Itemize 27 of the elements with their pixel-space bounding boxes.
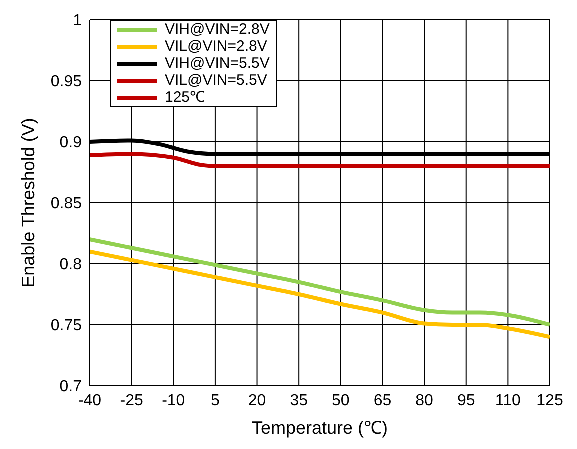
legend-label: VIH@VIN=2.8V	[165, 21, 270, 38]
x-tick-label: 5	[211, 392, 220, 410]
y-tick-label: 0.85	[50, 196, 82, 213]
x-tick-label: 35	[290, 392, 308, 410]
x-tick-label: 20	[248, 392, 266, 410]
legend-label: VIH@VIN=5.5V	[165, 55, 270, 72]
line-series	[90, 152, 550, 168]
x-tick-label: -10	[162, 392, 186, 410]
x-tick-label: -25	[120, 392, 144, 410]
x-tick-label: 50	[332, 392, 350, 410]
line-series	[90, 238, 550, 327]
x-axis-title: Temperature (℃)	[252, 418, 388, 438]
y-tick-label: 0.8	[60, 256, 82, 274]
legend-label: VIL@VIN=2.8V	[165, 38, 268, 55]
x-tick-label: 125	[536, 392, 564, 410]
line-series	[90, 250, 550, 340]
y-tick-label: 0.95	[50, 74, 82, 91]
y-tick-label: 1	[73, 12, 82, 30]
x-tick-label: 80	[416, 392, 434, 410]
y-tick-label: 0.75	[50, 318, 82, 335]
y-axis-title: Enable Threshold (V)	[18, 118, 38, 288]
legend-label: 125℃	[165, 89, 206, 106]
x-tick-label: 95	[457, 392, 476, 410]
x-tick-label: 110	[495, 392, 522, 410]
x-tick-label: 65	[374, 392, 392, 410]
y-tick-label: 0.9	[60, 134, 82, 152]
legend-label: VIL@VIN=5.5V	[165, 72, 268, 89]
